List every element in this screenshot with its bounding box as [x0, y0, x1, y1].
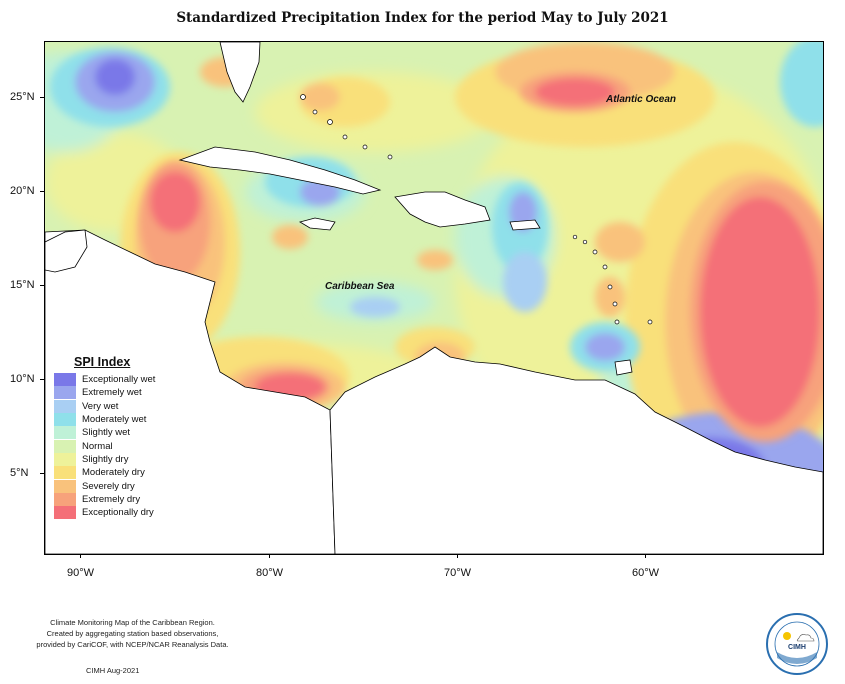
- footnote-line-3: provided by CariCOF, with NCEP/NCAR Rean…: [36, 640, 229, 649]
- credit-text: CIMH Aug-2021: [86, 666, 140, 675]
- legend-swatch: [54, 439, 76, 453]
- legend-label: Very wet: [82, 400, 119, 412]
- legend-row: Slightly dry: [54, 452, 184, 466]
- footnote-line-2: Created by aggregating station based obs…: [46, 629, 219, 638]
- legend-row: Exceptionally wet: [54, 373, 184, 387]
- tick-lat-15: [40, 285, 44, 286]
- map-title: Standardized Precipitation Index for the…: [176, 10, 669, 26]
- hispaniola: [394, 191, 491, 228]
- cloud-icon: [796, 634, 815, 642]
- legend-label: Slightly wet: [82, 427, 131, 439]
- tick-lat-25: [40, 97, 44, 98]
- lat-label-15: 15°N: [10, 279, 35, 291]
- spi-field-dry-cores: [140, 72, 823, 442]
- spi-legend: SPI Index Exceptionally wet Extremely wet…: [54, 355, 184, 520]
- legend-swatch: [54, 386, 76, 400]
- south-america: [329, 346, 823, 554]
- tick-lon-60: [645, 554, 646, 558]
- legend-swatch: [54, 492, 76, 506]
- legend-row: Extremely wet: [54, 386, 184, 400]
- lon-label-60: 60°W: [632, 567, 660, 579]
- legend-row: Exceptionally dry: [54, 506, 184, 520]
- legend-rows: Exceptionally wet Extremely wet Very wet Mo…: [54, 373, 184, 520]
- legend-swatch: [54, 373, 76, 387]
- legend-row: Very wet: [54, 399, 184, 413]
- small-islands: [300, 94, 653, 325]
- caribbean-sea-label: Caribbean Sea: [325, 281, 395, 292]
- legend-row: Moderately wet: [54, 413, 184, 427]
- puerto-rico: [509, 219, 541, 231]
- florida: [219, 42, 261, 103]
- logo-text: CIMH: [788, 644, 806, 651]
- legend-label: Extremely wet: [82, 387, 142, 399]
- atlantic-ocean-label: Atlantic Ocean: [606, 94, 677, 105]
- legend-swatch: [54, 506, 76, 520]
- tick-lat-10: [40, 379, 44, 380]
- tick-lat-5: [40, 473, 44, 474]
- spi-map: [44, 41, 824, 555]
- legend-label: Exceptionally dry: [82, 507, 154, 519]
- legend-label: Normal: [82, 440, 113, 452]
- tick-lat-20: [40, 191, 44, 192]
- legend-swatch: [54, 479, 76, 493]
- legend-row: Moderately dry: [54, 466, 184, 480]
- legend-label: Moderately dry: [82, 467, 145, 479]
- legend-label: Severely dry: [82, 480, 135, 492]
- legend-row: Normal: [54, 439, 184, 453]
- tick-lon-70: [457, 554, 458, 558]
- tick-lon-90: [80, 554, 81, 558]
- lon-label-70: 70°W: [444, 567, 472, 579]
- spi-map-canvas: [45, 42, 823, 554]
- lat-label-20: 20°N: [10, 185, 35, 197]
- lon-label-90: 90°W: [67, 567, 95, 579]
- legend-row: Extremely dry: [54, 492, 184, 506]
- cimh-logo: CIMH: [766, 613, 828, 675]
- lon-label-80: 80°W: [256, 567, 284, 579]
- land-masses: [45, 42, 823, 554]
- legend-swatch: [54, 452, 76, 466]
- lat-label-5: 5°N: [10, 467, 29, 479]
- legend-swatch: [54, 413, 76, 427]
- jamaica: [298, 217, 336, 231]
- legend-row: Slightly wet: [54, 426, 184, 440]
- sun-icon: [783, 632, 791, 640]
- legend-swatch: [54, 399, 76, 413]
- footnote-line-1: Climate Monitoring Map of the Caribbean …: [50, 618, 215, 627]
- lat-label-10: 10°N: [10, 373, 35, 385]
- legend-swatch: [54, 466, 76, 480]
- legend-row: Severely dry: [54, 479, 184, 493]
- lat-label-25: 25°N: [10, 91, 35, 103]
- legend-label: Slightly dry: [82, 453, 129, 465]
- yucatan: [45, 229, 88, 273]
- legend-swatch: [54, 426, 76, 440]
- legend-label: Moderately wet: [82, 414, 147, 426]
- legend-label: Extremely dry: [82, 493, 141, 505]
- tick-lon-80: [269, 554, 270, 558]
- cuba: [178, 146, 382, 195]
- legend-label: Exceptionally wet: [82, 374, 156, 386]
- trinidad: [614, 359, 633, 376]
- legend-title: SPI Index: [74, 355, 131, 369]
